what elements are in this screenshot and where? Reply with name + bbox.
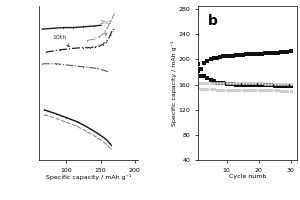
Text: 2nd: 2nd (99, 20, 111, 36)
Text: b: b (208, 14, 218, 28)
Text: 10th: 10th (53, 35, 69, 47)
X-axis label: Specific capacity / mAh g⁻¹: Specific capacity / mAh g⁻¹ (46, 174, 131, 180)
X-axis label: Cycle numb: Cycle numb (229, 174, 266, 179)
Y-axis label: Specific capacity / mAh g⁻¹: Specific capacity / mAh g⁻¹ (171, 40, 177, 126)
